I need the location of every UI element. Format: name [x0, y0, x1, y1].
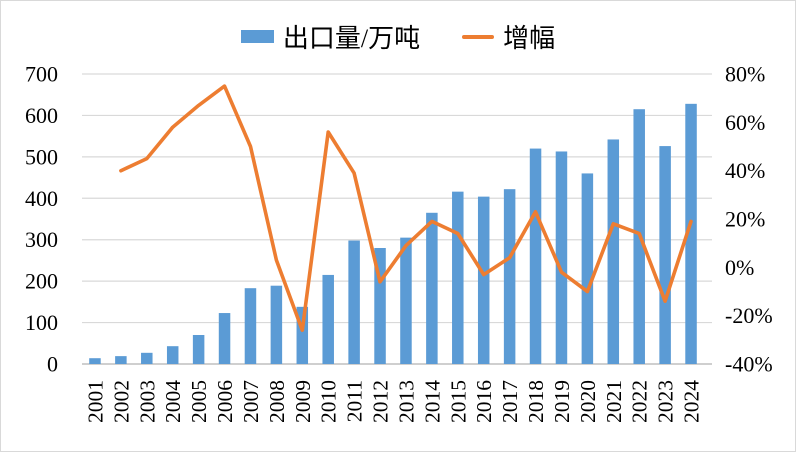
left-axis-tick-label: 700	[25, 62, 58, 87]
bar-2016	[477, 196, 490, 364]
bar-2007	[244, 288, 257, 364]
legend-label-growth: 增幅	[503, 24, 556, 53]
x-axis-label-2023: 2023	[654, 380, 678, 423]
bar-2019	[555, 151, 568, 364]
bar-2005	[192, 335, 205, 364]
left-axis-tick-label: 400	[25, 186, 58, 211]
x-axis-label-2006: 2006	[213, 380, 237, 423]
growth-line	[119, 84, 693, 333]
legend-item-export-volume: 出口量/万吨	[240, 18, 421, 55]
bar-2013	[400, 237, 412, 364]
x-axis-label-2015: 2015	[446, 380, 470, 423]
bar-2009	[296, 306, 309, 364]
left-axis-tick-label: 500	[25, 144, 58, 169]
x-axis-label-2012: 2012	[369, 380, 393, 423]
x-axis-label-2014: 2014	[420, 380, 444, 423]
bar-2012	[374, 248, 386, 364]
bar-2010	[322, 274, 334, 364]
right-axis-tick-label: 20%	[725, 207, 765, 232]
x-axis-label-2022: 2022	[628, 380, 652, 423]
bar-2023	[659, 146, 671, 364]
x-axis-label-2001: 2001	[83, 380, 107, 423]
x-axis-label-2009: 2009	[291, 380, 315, 423]
left-axis-tick-label: 300	[25, 227, 58, 252]
x-axis-label-2021: 2021	[602, 380, 626, 423]
legend-label-export-volume: 出口量/万吨	[282, 24, 421, 53]
x-axis-label-2005: 2005	[187, 380, 211, 423]
right-axis-tick-label: 80%	[725, 62, 765, 87]
x-axis-label-2017: 2017	[498, 380, 522, 423]
x-axis-label-2004: 2004	[161, 380, 185, 423]
bar-2011	[348, 240, 360, 364]
left-axis-tick-label: 100	[25, 310, 58, 335]
bar-2014	[426, 212, 438, 364]
x-axis-label-2010: 2010	[317, 380, 341, 423]
right-axis-tick-label: -40%	[725, 352, 773, 377]
bar-2004	[166, 346, 179, 364]
line-series-swatch	[462, 34, 495, 39]
x-axis-label-2016: 2016	[472, 380, 496, 423]
right-axis-tick-label: 60%	[725, 110, 765, 135]
x-axis-label-2018: 2018	[524, 380, 548, 423]
right-axis-tick-label: 0%	[725, 255, 754, 280]
bar-2001	[89, 358, 101, 364]
bar-2021	[607, 139, 620, 364]
bar-2002	[115, 356, 127, 364]
x-axis-label-2007: 2007	[239, 380, 263, 423]
bar-2017	[503, 189, 516, 364]
right-axis-tick-label: 40%	[725, 158, 765, 183]
x-axis-label-2011: 2011	[343, 380, 367, 422]
legend-item-growth: 增幅	[462, 18, 555, 55]
x-axis-label-2013: 2013	[394, 380, 418, 423]
x-axis-label-2008: 2008	[265, 380, 289, 423]
bar-2024	[685, 103, 697, 364]
bar-2003	[141, 352, 153, 364]
bar-series-swatch	[240, 30, 274, 43]
x-axis-label-2024: 2024	[680, 380, 704, 423]
right-axis-tick-label: -20%	[725, 303, 773, 328]
x-axis-label-2020: 2020	[576, 380, 600, 423]
x-axis-label-2003: 2003	[135, 380, 159, 423]
x-axis-label-2002: 2002	[109, 380, 133, 423]
bar-2020	[581, 173, 594, 364]
bar-2008	[270, 285, 283, 364]
left-axis-tick-label: 200	[25, 269, 58, 294]
bar-2015	[452, 191, 464, 364]
bar-2018	[529, 148, 542, 364]
left-axis-tick-label: 0	[47, 352, 58, 377]
left-axis-tick-label: 600	[25, 103, 58, 128]
legend: 出口量/万吨 增幅	[1, 18, 795, 55]
x-axis-label-2019: 2019	[550, 380, 574, 423]
bar-2006	[218, 313, 231, 364]
